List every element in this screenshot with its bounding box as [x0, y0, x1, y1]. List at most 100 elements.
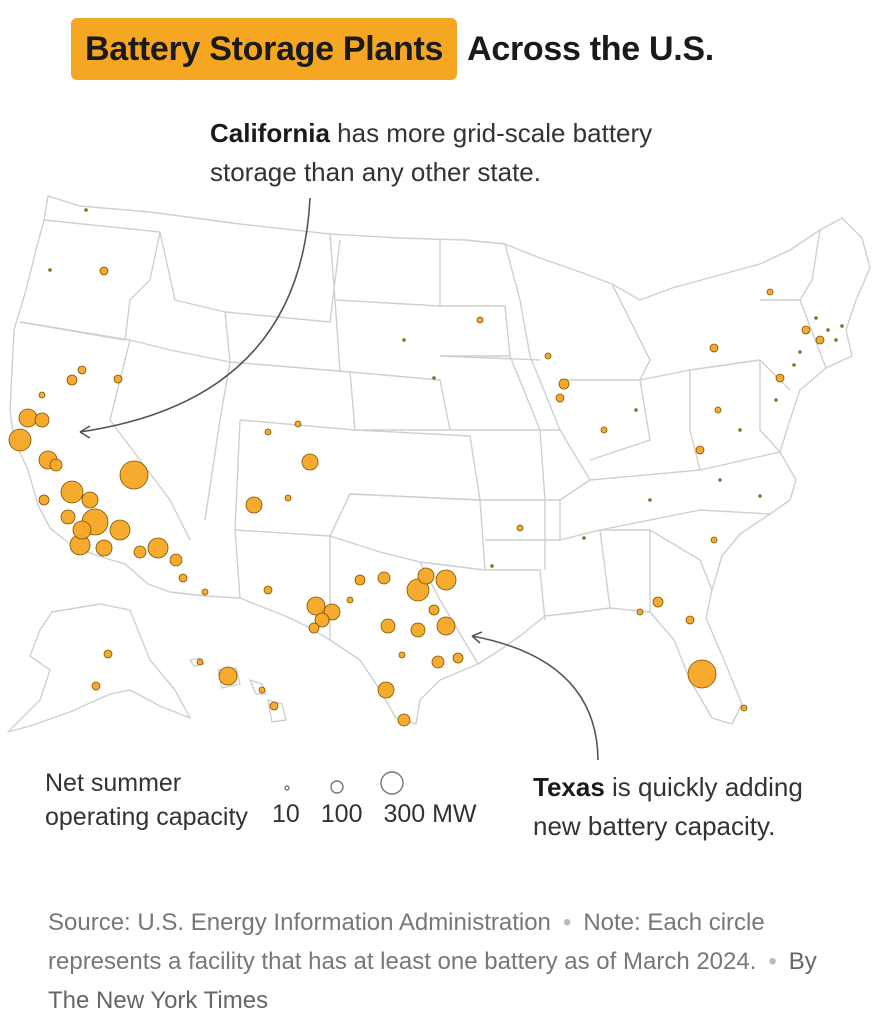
- facility-marker: [417, 567, 435, 585]
- state-line: [760, 299, 827, 369]
- small-facility-marker: [648, 498, 652, 502]
- legend-circles: [284, 771, 404, 795]
- state-line: [349, 371, 451, 431]
- facility-marker: [245, 496, 263, 514]
- state-line: [600, 529, 651, 612]
- facility-marker: [775, 373, 785, 383]
- legend-circle-10: [284, 785, 290, 791]
- legend-values: 10 100 300 MW: [272, 800, 477, 829]
- state-line: [649, 529, 713, 591]
- facility-marker: [377, 681, 395, 699]
- state-line: [329, 233, 441, 307]
- state-line: [229, 361, 356, 431]
- state-line: [159, 231, 231, 363]
- facility-marker: [709, 343, 719, 353]
- hawaii-outline: [189, 657, 287, 723]
- texas-annotation: Texas is quickly adding new battery capa…: [533, 768, 833, 846]
- facility-marker: [60, 480, 84, 504]
- state-line: [129, 339, 231, 521]
- state-line: [19, 219, 161, 341]
- small-facility-marker: [582, 536, 586, 540]
- state-line: [224, 239, 341, 323]
- facility-marker: [452, 652, 464, 664]
- facility-marker: [91, 681, 101, 691]
- small-facility-marker: [48, 268, 52, 272]
- facility-marker: [815, 335, 825, 345]
- state-line: [589, 451, 781, 481]
- facility-marker: [314, 612, 330, 628]
- facility-marker: [178, 573, 188, 583]
- state-line: [480, 499, 561, 541]
- facility-marker: [308, 622, 320, 634]
- facility-marker: [428, 604, 440, 616]
- facility-marker: [714, 406, 722, 414]
- california-annotation-text: has more grid-scale battery storage than…: [210, 118, 653, 187]
- small-facility-marker: [634, 408, 638, 412]
- facility-marker: [201, 588, 209, 596]
- facility-marker: [72, 520, 92, 540]
- credit-text: By The New York Times: [48, 948, 817, 1014]
- state-line: [329, 493, 486, 571]
- state-line: [689, 370, 701, 471]
- facility-marker: [600, 426, 608, 434]
- small-facility-marker: [84, 208, 88, 212]
- facility-marker: [34, 412, 50, 428]
- facility-marker: [555, 393, 565, 403]
- small-facility-marker: [792, 363, 796, 367]
- facility-marker: [66, 374, 78, 386]
- state-line: [759, 360, 781, 453]
- facility-marker: [516, 524, 524, 532]
- facility-marker: [398, 651, 406, 659]
- california-arrowhead: [79, 425, 91, 439]
- state-line: [439, 355, 541, 361]
- state-line: [19, 321, 191, 541]
- texas-label: Texas: [533, 772, 605, 802]
- facility-marker: [377, 571, 391, 585]
- state-line: [799, 229, 821, 301]
- small-facility-marker: [738, 428, 742, 432]
- state-line: [529, 355, 591, 501]
- facility-marker: [558, 378, 570, 390]
- us-outline: [9, 195, 871, 725]
- facility-marker: [354, 574, 366, 586]
- facility-marker: [60, 509, 76, 525]
- state-line: [234, 419, 241, 599]
- state-line: [440, 305, 511, 357]
- facility-marker: [119, 460, 149, 490]
- small-facility-marker: [402, 338, 406, 342]
- facility-marker: [476, 316, 484, 324]
- facility-marker: [685, 615, 695, 625]
- facility-marker: [147, 537, 169, 559]
- facility-marker: [346, 596, 354, 604]
- facility-marker: [652, 596, 664, 608]
- texas-callout-arrow: [471, 635, 599, 760]
- facility-marker: [269, 701, 279, 711]
- facility-marker: [258, 686, 266, 694]
- state-line: [504, 243, 531, 357]
- facility-marker: [196, 658, 204, 666]
- note-text: Note: Each circle represents a facility …: [48, 909, 765, 975]
- facility-marker: [99, 266, 109, 276]
- california-callout-arrow: [79, 197, 311, 433]
- small-facility-marker: [840, 324, 844, 328]
- small-facility-marker: [718, 478, 722, 482]
- facility-marker: [544, 352, 552, 360]
- legend-value-300: 300 MW: [383, 800, 477, 828]
- map-title: Battery Storage Plants Across the U.S.: [71, 18, 714, 80]
- state-line: [599, 509, 771, 531]
- facility-marker: [18, 408, 38, 428]
- facility-marker: [38, 494, 50, 506]
- facility-marker: [169, 553, 183, 567]
- legend-value-100: 100: [320, 800, 363, 828]
- facility-marker: [431, 655, 445, 669]
- legend-label: Net summer operating capacity: [45, 769, 248, 831]
- facility-marker: [801, 325, 811, 335]
- facility-marker: [710, 536, 718, 544]
- us-map: [7, 195, 871, 760]
- facility-marker: [49, 458, 63, 472]
- title-rest: Across the U.S.: [467, 29, 714, 68]
- facility-marker: [306, 596, 326, 616]
- alaska-outline: [7, 603, 191, 733]
- california-annotation: California has more grid-scale battery s…: [210, 114, 730, 192]
- small-facility-marker: [774, 398, 778, 402]
